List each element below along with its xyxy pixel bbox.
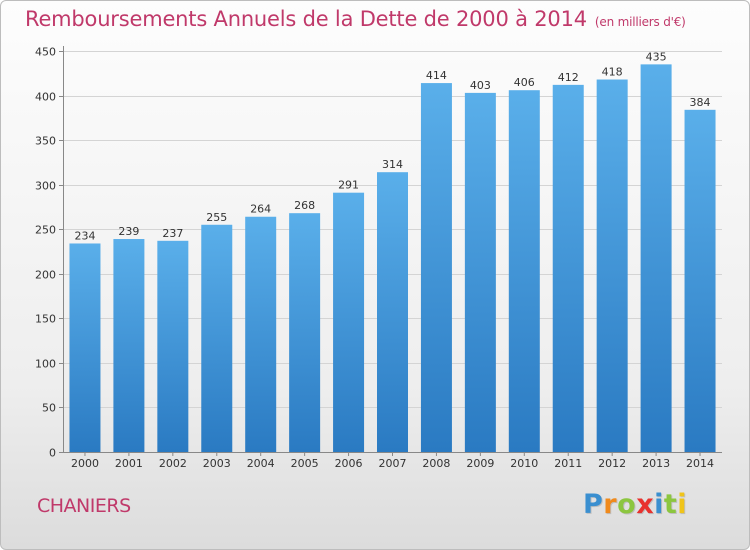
data-label: 435 [646,50,667,63]
y-tick-label: 200 [35,269,56,282]
data-label: 384 [690,96,711,109]
logo-letter: r [603,489,618,520]
bar [157,240,189,452]
x-tick-label: 2013 [642,457,670,470]
x-tick-label: 2005 [291,457,319,470]
bar [640,64,672,452]
data-label: 268 [294,199,315,212]
x-tick-label: 2006 [335,457,363,470]
bar [464,92,496,452]
data-label: 237 [162,227,183,240]
data-label: 406 [514,76,535,89]
bar [201,224,233,452]
x-tick-label: 2010 [510,457,538,470]
logo-letter: P [583,489,604,520]
bar [289,213,321,452]
data-label: 239 [118,225,139,238]
y-tick-label: 450 [35,46,56,59]
logo-letter: x [636,489,655,520]
logo-letter: o [617,489,637,520]
bar [508,90,540,452]
proxiti-logo[interactable]: Proxiti [583,489,687,520]
x-tick-label: 2004 [247,457,275,470]
y-tick-label: 250 [35,224,56,237]
bar [333,192,365,453]
x-tick-label: 2007 [379,457,407,470]
y-tick-label: 350 [35,135,56,148]
data-label: 264 [250,203,271,216]
y-tick-label: 50 [42,402,56,415]
y-tick-label: 0 [49,447,56,460]
bar [377,172,408,453]
y-tick-label: 100 [35,358,56,371]
data-label: 291 [338,179,359,192]
y-tick-label: 300 [35,180,56,193]
chart-subtitle: (en milliers d'€) [594,15,686,29]
bar [245,216,277,452]
logo-letter: t [663,489,678,520]
data-label: 403 [470,79,491,92]
data-label: 314 [382,158,403,171]
x-tick-label: 2002 [159,457,187,470]
data-label: 418 [602,66,623,79]
x-tick-label: 2012 [598,457,626,470]
bar [596,79,628,452]
logo-letter: i [654,489,664,520]
y-tick-label: 400 [35,91,56,104]
bar [420,83,452,452]
bar [552,84,584,453]
x-tick-label: 2014 [686,457,714,470]
data-label: 414 [426,69,447,82]
x-tick-label: 2003 [203,457,231,470]
bar [684,109,716,453]
logo-letter: i [677,489,688,520]
data-label: 255 [206,211,227,224]
y-tick-label: 150 [35,313,56,326]
chart-title: Remboursements Annuels de la Dette de 20… [25,7,686,31]
bar [113,239,145,452]
x-tick-label: 2009 [466,457,494,470]
data-label: 234 [74,229,95,242]
data-label: 412 [558,71,579,84]
x-tick-label: 2000 [71,457,99,470]
bar [69,243,101,452]
x-tick-label: 2008 [422,457,450,470]
x-tick-label: 2001 [115,457,143,470]
city-name: CHANIERS [37,495,131,517]
x-tick-label: 2011 [554,457,582,470]
